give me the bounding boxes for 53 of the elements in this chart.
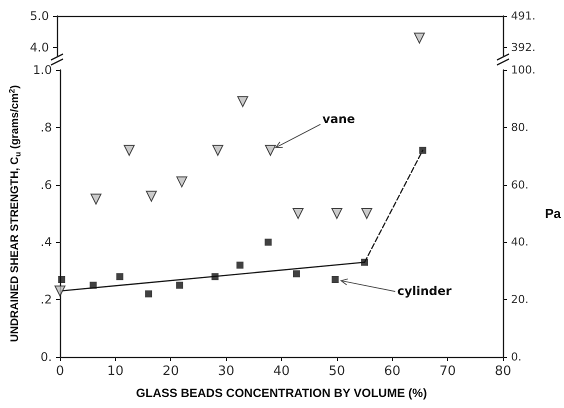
x-tick-label: 80 [494, 364, 512, 379]
point [332, 276, 339, 284]
point [146, 190, 157, 202]
point [90, 194, 102, 205]
point [236, 262, 244, 269]
point [361, 258, 368, 266]
point [292, 270, 300, 278]
point [90, 282, 97, 289]
x-tick-label: 60 [384, 364, 401, 379]
y-tick-label: .6 [40, 178, 52, 192]
y2-tick-label: 40. [511, 236, 528, 249]
point [145, 290, 152, 298]
y2-tick-label: 80. [511, 120, 528, 134]
y-tick-label: 5.0 [30, 9, 49, 23]
y2-tick-label: 491. [511, 10, 536, 22]
point [264, 238, 272, 246]
x-tick-label: 20 [162, 364, 180, 379]
y2-tick-label: 0. [511, 350, 522, 364]
y-tick-label: 0. [40, 350, 52, 364]
y2-axis-title: Pa [545, 206, 562, 221]
x-tick-label: 10 [107, 364, 124, 379]
point [54, 285, 66, 296]
point [237, 96, 248, 108]
y2-tick-label: 392. [511, 40, 536, 54]
y2-tick-label: 20. [511, 293, 528, 306]
y-axis-title: UNDRAINED SHEAR STRENGTH, Cu (grams/cm2) [8, 84, 22, 342]
annotation: cylinder [397, 284, 452, 298]
x-tick-label: 50 [328, 364, 346, 379]
point [124, 144, 135, 156]
point [292, 208, 304, 219]
y-tick-label: .2 [40, 292, 52, 307]
point [264, 144, 276, 156]
y-tick-label: .4 [40, 235, 52, 250]
point [212, 273, 219, 280]
x-tick-label: 40 [273, 364, 290, 379]
y2-tick-label: 100. [511, 64, 536, 76]
point [176, 176, 188, 188]
x-tick-label: 30 [218, 364, 234, 379]
y-tick-label: 1.0 [32, 63, 52, 77]
x-tick-label: 70 [439, 364, 456, 379]
y-tick-label: .8 [40, 120, 52, 134]
point [116, 273, 124, 280]
point [361, 208, 372, 219]
point [58, 276, 66, 284]
point [331, 208, 342, 219]
point [419, 146, 426, 154]
point [212, 144, 224, 156]
y2-tick-label: 60. [511, 178, 528, 192]
x-tick-label: 0 [56, 364, 64, 379]
x-axis-title: GLASS BEADS CONCENTRATION BY VOLUME (%) [136, 386, 427, 400]
point [176, 282, 184, 289]
y-tick-label: 4.0 [30, 40, 49, 55]
annotation: vane [322, 112, 356, 126]
